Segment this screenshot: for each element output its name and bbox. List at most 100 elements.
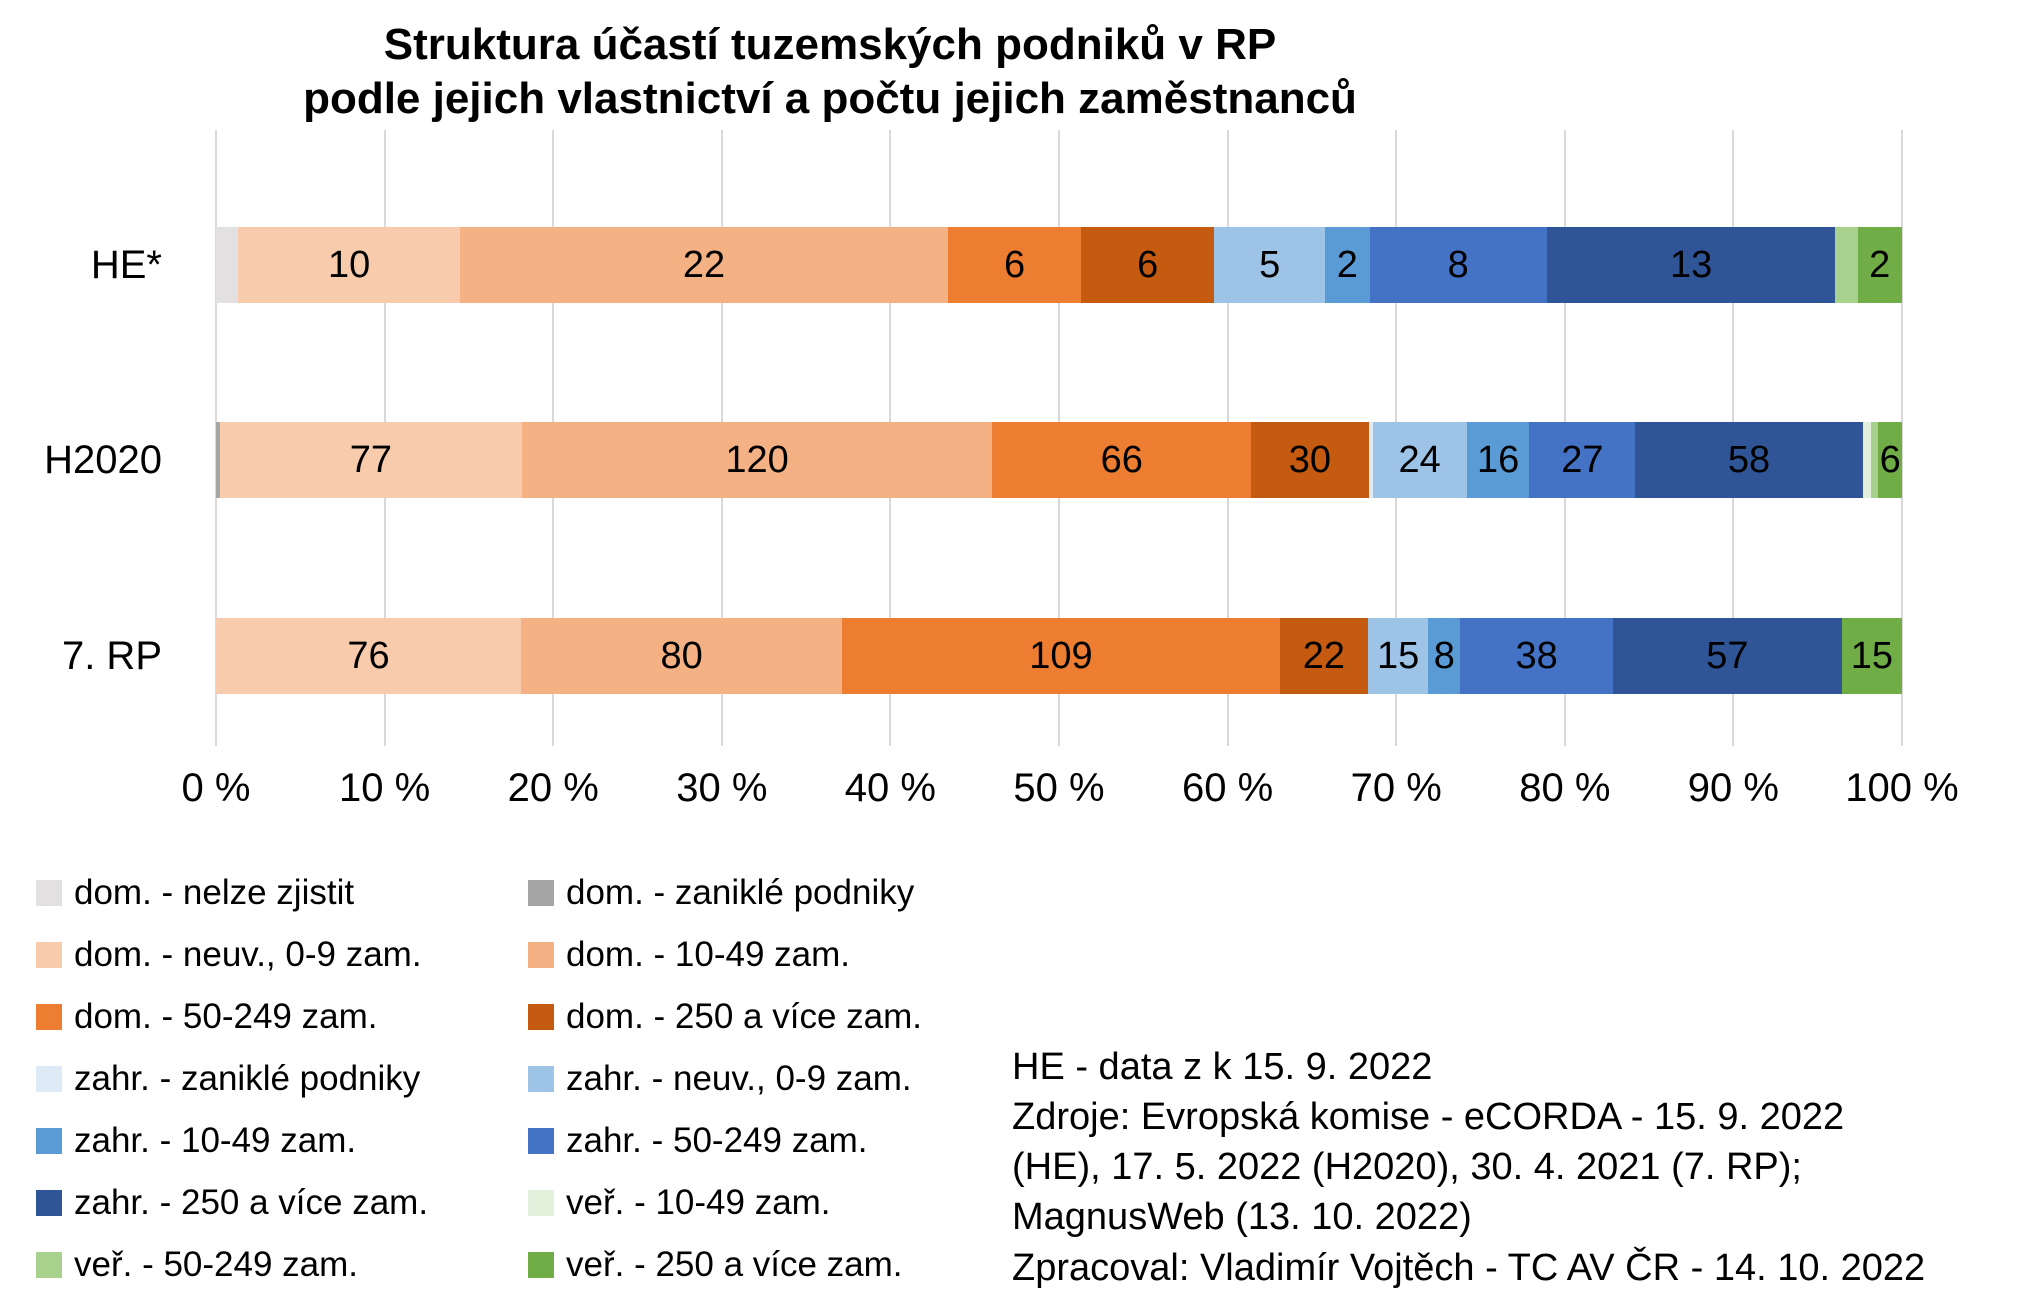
bar-segment-label: 76 — [347, 634, 390, 677]
chart-title: Struktura účastí tuzemských podniků v RP… — [0, 18, 1660, 125]
bar-segment-label: 77 — [349, 438, 392, 481]
bar-segment: 30 — [1251, 422, 1369, 498]
legend-item: veř. - 50-249 zam. — [36, 1245, 528, 1285]
legend-item: veř. - 10-49 zam. — [528, 1183, 922, 1223]
bar-segment: 5 — [1214, 227, 1326, 303]
bar-segment: 22 — [1279, 618, 1369, 694]
bar-segment-label: 24 — [1398, 438, 1441, 481]
legend-swatch — [528, 1128, 554, 1154]
legend-label: veř. - 10-49 zam. — [566, 1183, 831, 1222]
bar-segment-label: 80 — [660, 634, 703, 677]
bar-segment-label: 66 — [1100, 438, 1143, 481]
bar-segment-label: 15 — [1850, 634, 1893, 677]
legend-label: dom. - nelze zjistit — [74, 873, 355, 912]
bar-segment: 27 — [1529, 422, 1636, 498]
plot-area: 10 22 6 6 5 2 8 13 2 77 120 66 30 24 16 27 58 6 76 80 109 22 1… — [215, 130, 1903, 746]
bar-segment-label: 38 — [1515, 634, 1558, 677]
legend-swatch — [36, 1190, 62, 1216]
chart-title-line-2: podle jejich vlastnictví a počtu jejich … — [303, 73, 1357, 123]
x-axis-tick-label: 70 % — [1350, 766, 1442, 810]
notes: HE - data z k 15. 9. 2022 Zdroje: Evrops… — [1012, 1042, 2022, 1293]
legend-swatch — [36, 1252, 62, 1278]
bar-segment-label: 27 — [1561, 438, 1604, 481]
note-line: Zdroje: Evropská komise - eCORDA - 15. 9… — [1012, 1096, 1845, 1139]
legend-item: zahr. - zaniklé podniky — [36, 1059, 528, 1099]
bar-segment: 76 — [216, 618, 522, 694]
legend-label: dom. - zaniklé podniky — [566, 873, 915, 912]
category-label: H2020 — [44, 438, 162, 482]
bar-segment — [1870, 422, 1879, 498]
x-axis-tick-label: 60 % — [1182, 766, 1274, 810]
x-axis-tick-label: 100 % — [1845, 766, 1959, 810]
gridline — [1901, 130, 1903, 746]
bar-segment — [1835, 227, 1858, 303]
bar-segment: 16 — [1466, 422, 1530, 498]
bar-segment: 58 — [1635, 422, 1863, 498]
percent-axis: 0 % 10 % 20 % 30 % 40 % 50 % 60 % 70 % 80 % 90 % 1… — [182, 766, 1959, 816]
category-label: HE* — [90, 243, 162, 287]
chart-title-line-1: Struktura účastí tuzemských podniků v RP — [383, 20, 1277, 69]
bar-segment-label: 109 — [1029, 634, 1093, 677]
legend-item: dom. - neuv., 0-9 zam. — [36, 935, 528, 975]
legend-item: zahr. - 250 a více zam. — [36, 1183, 528, 1223]
bar-segment: 6 — [948, 227, 1082, 303]
bar-segment: 24 — [1372, 422, 1467, 498]
legend-label: dom. - 50-249 zam. — [74, 997, 378, 1036]
bar-segment-label: 16 — [1476, 438, 1520, 481]
bar-segment-label: 58 — [1727, 438, 1771, 481]
bar-segment: 2 — [1325, 227, 1370, 303]
bar-segment: 6 — [1878, 422, 1902, 498]
category-label: 7. RP — [61, 634, 162, 678]
x-axis-tick-label: 10 % — [339, 766, 431, 810]
bar-segment: 13 — [1546, 227, 1836, 303]
bar-segment: 15 — [1841, 618, 1902, 694]
bar-segment — [1862, 422, 1871, 498]
bar-segment-label: 30 — [1288, 438, 1332, 481]
bar-segment — [1368, 422, 1373, 498]
legend-label: zahr. - 250 a více zam. — [74, 1183, 429, 1222]
bar-row: 10 22 6 6 5 2 8 13 2 — [216, 227, 1902, 303]
bar-segment-label: 6 — [1137, 243, 1159, 286]
legend-item: dom. - 250 a více zam. — [528, 997, 922, 1037]
bar-segment-label: 120 — [725, 438, 789, 481]
bar-segment: 22 — [460, 227, 949, 303]
note-line: Zpracoval: Vladimír Vojtěch - TC AV ČR -… — [1012, 1246, 1926, 1289]
x-axis-tick-label: 0 % — [181, 766, 251, 810]
legend-item: zahr. - neuv., 0-9 zam. — [528, 1059, 922, 1099]
legend-swatch — [36, 942, 62, 968]
bar-segment: 2 — [1857, 227, 1902, 303]
bar-segment: 8 — [1369, 227, 1547, 303]
legend-swatch — [36, 1004, 62, 1030]
legend-label: dom. - neuv., 0-9 zam. — [74, 935, 422, 974]
bar-segment: 6 — [1081, 227, 1215, 303]
bar-segment-label: 6 — [1879, 438, 1901, 481]
legend-swatch — [36, 1066, 62, 1092]
bar-segment-label: 5 — [1259, 243, 1281, 286]
bar-row: 77 120 66 30 24 16 27 58 6 — [216, 422, 1902, 498]
bar-segment-label: 57 — [1706, 634, 1749, 677]
legend-swatch — [528, 1252, 554, 1278]
legend-item: zahr. - 50-249 zam. — [528, 1121, 922, 1161]
bar-segment-label: 10 — [327, 243, 371, 286]
category-axis: HE* H2020 7. RP — [0, 130, 196, 746]
bar-segment-label: 22 — [1302, 634, 1346, 677]
bar-segment — [216, 227, 239, 303]
x-axis-tick-label: 50 % — [1013, 766, 1105, 810]
legend-swatch — [528, 942, 554, 968]
x-axis-tick-label: 90 % — [1687, 766, 1779, 810]
x-axis-tick-label: 20 % — [507, 766, 599, 810]
bar-segment: 109 — [842, 618, 1280, 694]
bar-segment: 57 — [1612, 618, 1842, 694]
legend-item: dom. - zaniklé podniky — [528, 873, 922, 913]
legend-swatch — [528, 1066, 554, 1092]
legend-label: zahr. - neuv., 0-9 zam. — [566, 1059, 912, 1098]
legend-swatch — [36, 1128, 62, 1154]
bar-segment-label: 2 — [1336, 243, 1358, 286]
legend-swatch — [528, 1190, 554, 1216]
x-axis-tick-label: 80 % — [1519, 766, 1611, 810]
legend-item: dom. - 50-249 zam. — [36, 997, 528, 1037]
bar-segment-label: 15 — [1377, 634, 1420, 677]
legend-swatch — [528, 880, 554, 906]
bar-segment: 8 — [1428, 618, 1461, 694]
legend-swatch — [36, 880, 62, 906]
